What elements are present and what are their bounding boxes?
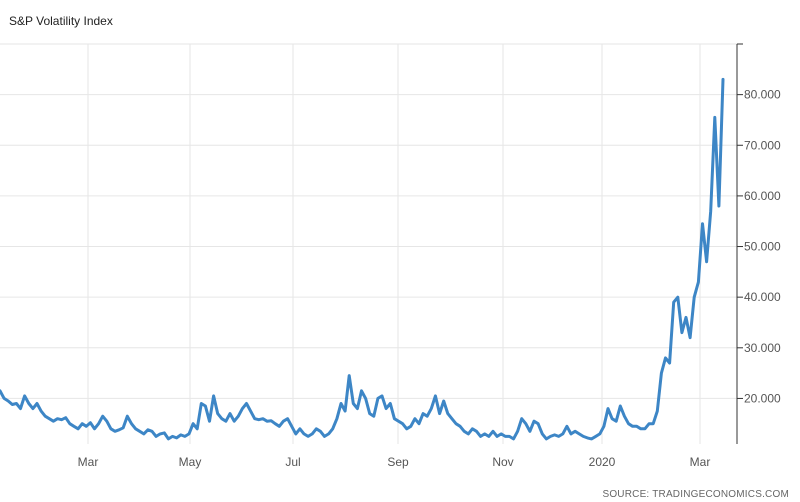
x-tick-label: Mar <box>78 455 99 469</box>
x-tick-labels: Mar May Jul Sep Nov 2020 Mar <box>78 455 711 469</box>
x-tick-label: Sep <box>387 455 409 469</box>
source-note: SOURCE: TRADINGECONOMICS.COM <box>602 489 789 500</box>
x-tick-label: Mar <box>690 455 711 469</box>
y-tick-label: 60.000 <box>744 189 781 203</box>
chart-title: S&P Volatility Index <box>9 14 113 28</box>
x-tick-label: Jul <box>285 455 300 469</box>
grid-lines <box>0 43 737 444</box>
y-tick-label: 40.000 <box>744 290 781 304</box>
y-tick-labels: 20.000 30.000 40.000 50.000 60.000 70.000 80.0… <box>744 88 781 406</box>
x-tick-label: Nov <box>492 455 513 469</box>
y-axis <box>736 43 743 444</box>
y-tick-label: 70.000 <box>744 138 781 152</box>
series-group <box>0 77 725 441</box>
y-tick-label: 50.000 <box>744 240 781 254</box>
y-tick-label: 20.000 <box>744 391 781 405</box>
y-tick-label: 30.000 <box>744 341 781 355</box>
y-tick-label: 80.000 <box>744 88 781 102</box>
x-tick-label: 2020 <box>589 455 616 469</box>
series-line <box>0 77 725 441</box>
x-tick-label: May <box>179 455 202 469</box>
